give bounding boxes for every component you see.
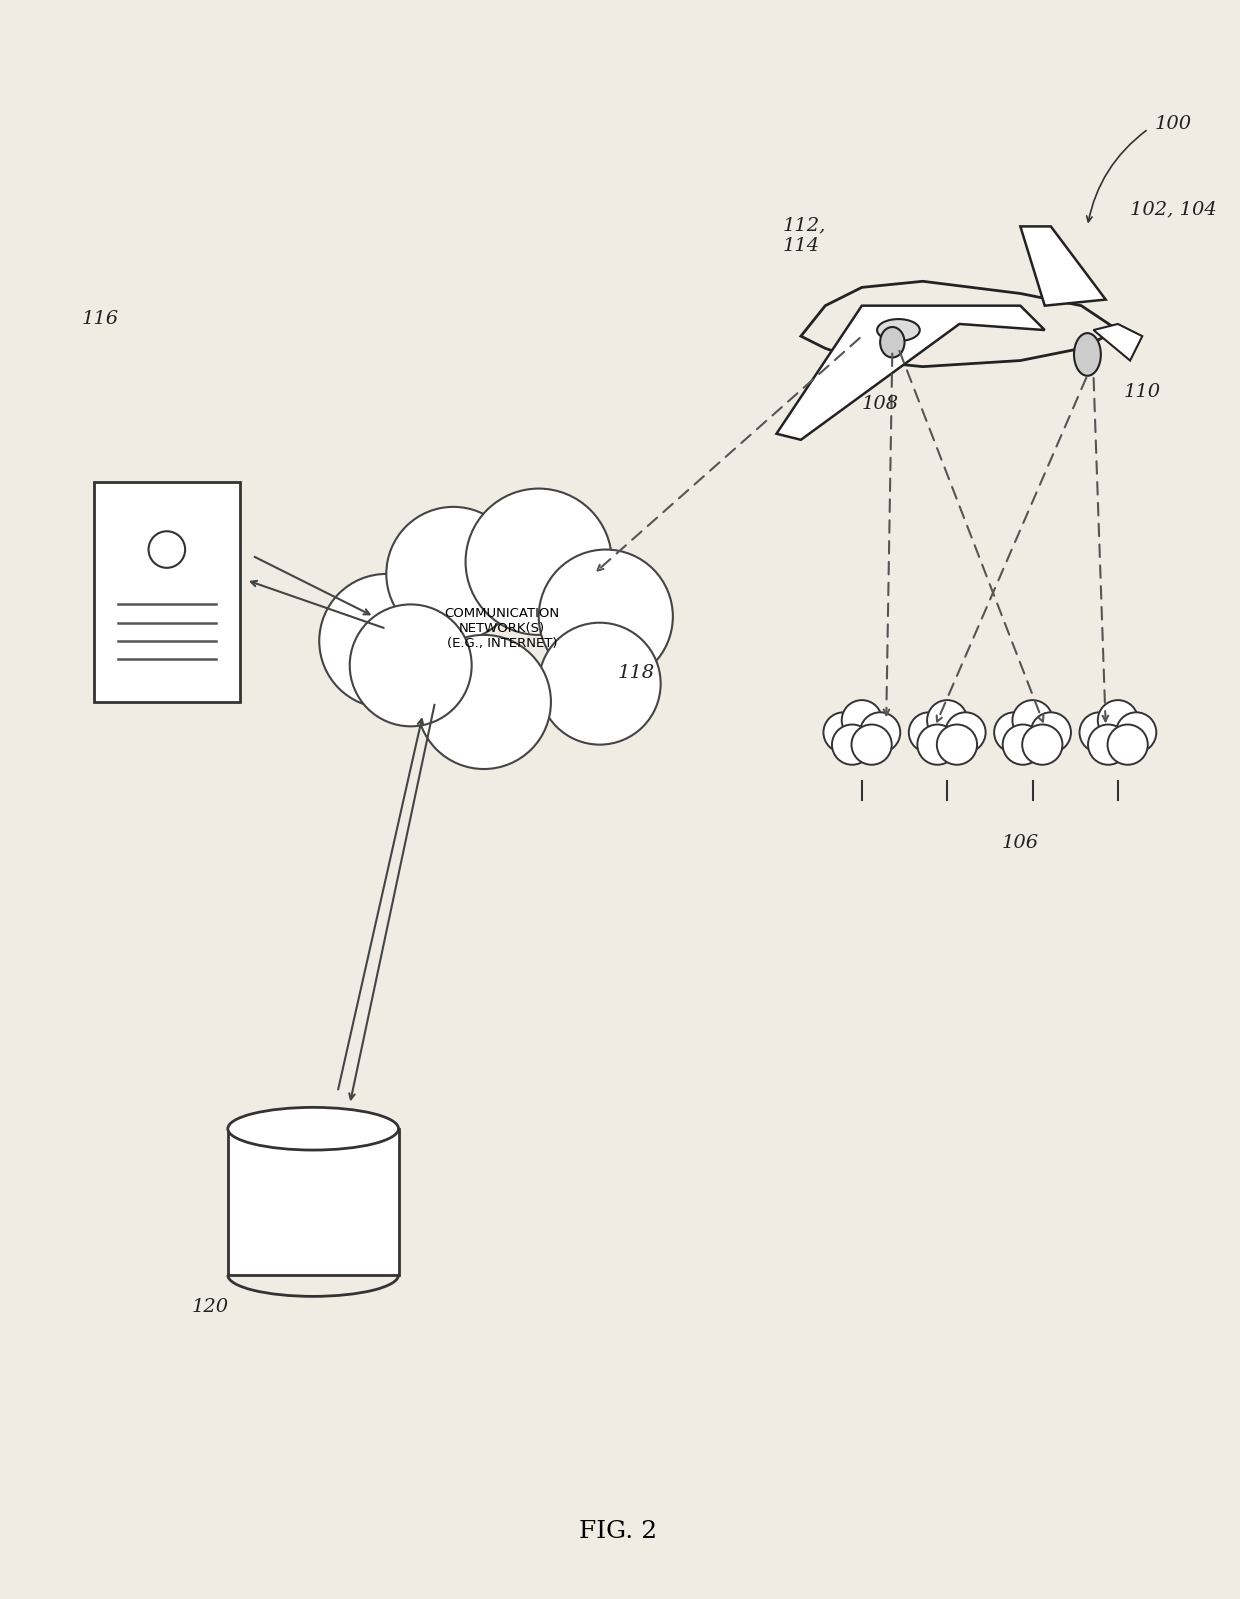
Polygon shape	[1094, 325, 1142, 360]
Circle shape	[1116, 712, 1157, 753]
Ellipse shape	[880, 328, 904, 358]
Circle shape	[538, 622, 661, 745]
Ellipse shape	[877, 320, 920, 341]
Circle shape	[994, 712, 1034, 753]
Text: 112,
114: 112, 114	[782, 216, 826, 254]
Circle shape	[1097, 700, 1138, 740]
Circle shape	[319, 574, 454, 708]
Polygon shape	[1021, 227, 1106, 305]
Circle shape	[832, 724, 872, 764]
Text: 116: 116	[82, 310, 119, 328]
Text: FIG. 2: FIG. 2	[579, 1519, 657, 1543]
Text: 102, 104: 102, 104	[1130, 200, 1216, 217]
Text: 108: 108	[862, 395, 899, 413]
Circle shape	[1107, 724, 1148, 764]
Text: 120: 120	[191, 1298, 228, 1316]
Ellipse shape	[228, 1108, 398, 1150]
Circle shape	[861, 712, 900, 753]
Circle shape	[417, 635, 551, 769]
Text: COMMUNICATION
NETWORK(S)
(E.G., INTERNET): COMMUNICATION NETWORK(S) (E.G., INTERNET…	[445, 608, 559, 651]
Circle shape	[937, 724, 977, 764]
Ellipse shape	[1074, 333, 1101, 376]
Circle shape	[918, 724, 957, 764]
Text: 118: 118	[618, 664, 655, 681]
Circle shape	[852, 724, 892, 764]
Circle shape	[1003, 724, 1043, 764]
FancyBboxPatch shape	[228, 1129, 398, 1274]
Text: 100: 100	[1154, 115, 1192, 133]
Circle shape	[1080, 712, 1120, 753]
Circle shape	[823, 712, 864, 753]
Circle shape	[350, 604, 471, 726]
Text: 110: 110	[1123, 384, 1161, 401]
Circle shape	[928, 700, 967, 740]
Circle shape	[1087, 724, 1128, 764]
Circle shape	[909, 712, 949, 753]
Circle shape	[1012, 700, 1053, 740]
Circle shape	[465, 489, 611, 635]
Circle shape	[945, 712, 986, 753]
Circle shape	[1022, 724, 1063, 764]
FancyBboxPatch shape	[94, 483, 241, 702]
Text: 106: 106	[1002, 835, 1039, 852]
Circle shape	[387, 507, 521, 641]
Circle shape	[538, 550, 673, 684]
Polygon shape	[776, 305, 1045, 440]
Circle shape	[1030, 712, 1071, 753]
Circle shape	[842, 700, 882, 740]
